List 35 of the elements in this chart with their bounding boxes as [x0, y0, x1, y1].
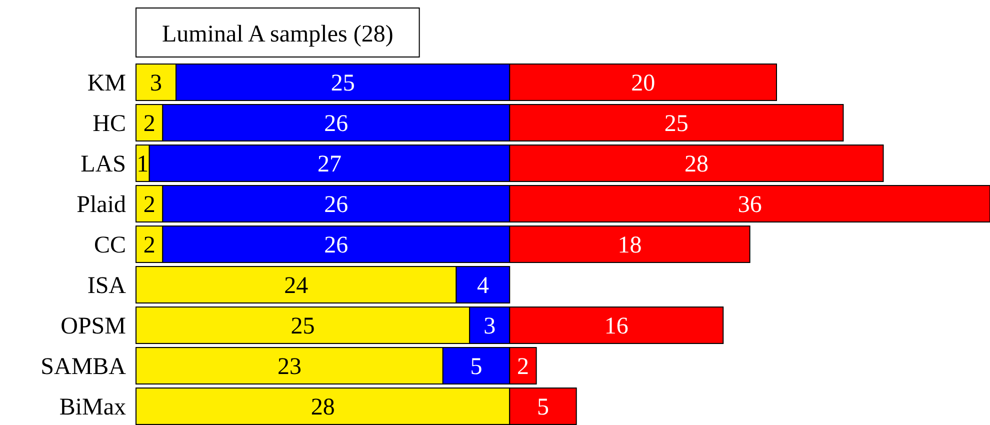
- data-label: 27: [317, 152, 342, 178]
- y-tick-label: Plaid: [76, 192, 126, 218]
- data-label: 25: [330, 70, 355, 97]
- data-label: 26: [324, 192, 348, 218]
- data-label: 24: [284, 273, 308, 300]
- data-label: 28: [310, 394, 335, 421]
- data-label: 3: [150, 70, 162, 97]
- data-label: 26: [324, 232, 348, 259]
- data-label: 25: [290, 314, 315, 340]
- y-tick-label: SAMBA: [40, 354, 127, 380]
- data-label: 4: [476, 273, 489, 300]
- data-label: 2: [143, 192, 156, 218]
- data-label: 36: [738, 192, 762, 218]
- data-label: 2: [143, 232, 156, 259]
- data-label: 18: [618, 232, 642, 259]
- y-tick-label: CC: [94, 232, 126, 259]
- data-label: 28: [684, 152, 708, 178]
- data-label: 5: [470, 354, 482, 380]
- y-tick-label: KM: [87, 70, 126, 97]
- data-label: 20: [631, 70, 656, 97]
- data-label: 23: [277, 354, 302, 380]
- data-label: 16: [604, 314, 628, 340]
- y-tick-label: LAS: [80, 152, 126, 178]
- data-label: 26: [324, 111, 348, 138]
- data-label: 2: [516, 354, 529, 380]
- y-tick-label: ISA: [87, 273, 127, 300]
- data-label: 3: [484, 314, 496, 340]
- chart-title: Luminal A samples (28): [162, 21, 394, 48]
- data-label: 1: [136, 152, 149, 178]
- data-label: 5: [536, 394, 549, 421]
- data-label: 25: [664, 111, 688, 138]
- y-tick-label: OPSM: [60, 314, 126, 340]
- data-label: 2: [143, 111, 156, 138]
- y-tick-label: BiMax: [59, 394, 126, 421]
- y-tick-label: HC: [92, 111, 126, 138]
